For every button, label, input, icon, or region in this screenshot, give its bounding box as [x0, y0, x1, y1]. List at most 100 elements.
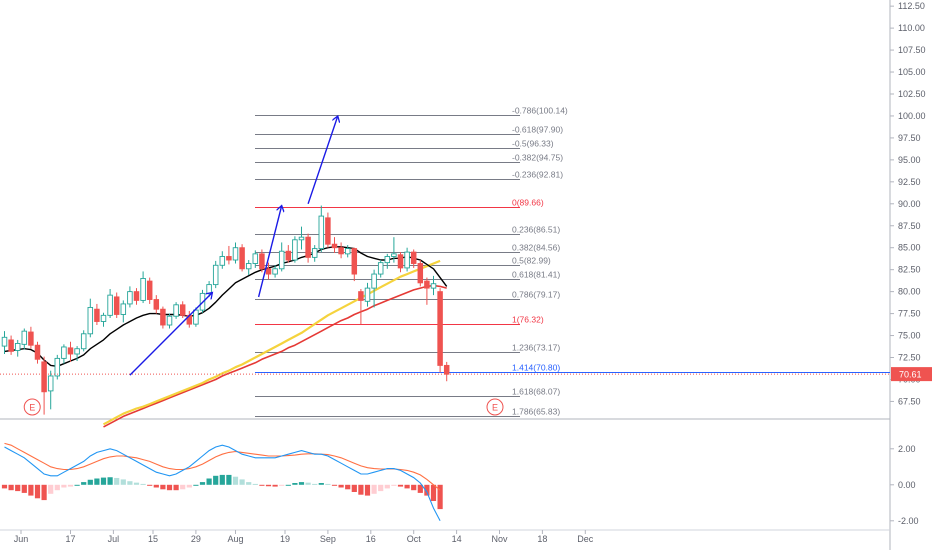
macd-histogram-bar — [371, 484, 377, 494]
fibonacci-extension[interactable]: -0.786(100.14) -0.618(97.90) -0.5(96.33) -0… — [255, 106, 890, 417]
price-tick-label: 80.00 — [898, 287, 921, 297]
candle — [364, 282, 371, 307]
candle — [417, 260, 424, 287]
macd-tick-label: 2.00 — [898, 444, 916, 454]
macd-histogram-bar — [345, 484, 351, 490]
macd-histogram-bar — [160, 484, 166, 490]
candle-body — [41, 361, 47, 393]
candle — [61, 344, 67, 364]
macd-histogram-bar — [411, 484, 417, 491]
candle-body — [146, 280, 153, 300]
price-tick-label: 107.50 — [898, 45, 926, 55]
candle-body — [8, 339, 14, 352]
candle-body — [265, 268, 272, 275]
candle-body — [94, 308, 100, 322]
price-tick-label: 97.50 — [898, 133, 921, 143]
price-tick-label: 87.50 — [898, 221, 921, 231]
macd-histogram-bar — [298, 482, 305, 485]
candle — [212, 260, 219, 289]
last-price-badge[interactable] — [891, 367, 932, 382]
candle-body — [100, 314, 107, 322]
candle — [318, 205, 325, 253]
macd-histogram-bar — [173, 484, 179, 491]
macd-histogram-bar — [8, 484, 14, 491]
macd-histogram-bar — [417, 484, 423, 493]
candle — [28, 326, 34, 349]
macd-histogram-bar — [81, 482, 87, 485]
candle — [100, 312, 107, 327]
candle — [344, 245, 351, 258]
candle-body — [166, 315, 173, 326]
price-tick-label: 85.00 — [898, 243, 921, 253]
macd-histogram-bar — [127, 481, 133, 485]
candle — [21, 328, 28, 350]
candle-body — [160, 308, 166, 326]
candle — [358, 288, 364, 325]
candle-body — [404, 251, 410, 269]
macd-histogram-bar — [41, 484, 47, 501]
fib-level-label: -0.618(97.90) — [512, 125, 563, 135]
candle-body — [14, 343, 21, 351]
candle — [80, 330, 87, 352]
candle — [443, 361, 450, 382]
candle-body — [397, 254, 404, 269]
macd-histogram-bar — [358, 484, 364, 495]
macd-histogram-bar — [199, 482, 206, 485]
candle-body — [54, 357, 61, 377]
candle-body — [153, 299, 160, 310]
candle — [67, 341, 74, 362]
macd-histogram-bar — [292, 483, 298, 485]
candle-body — [127, 291, 133, 305]
moving-averages — [4, 246, 448, 428]
macd-histogram-bar — [94, 478, 100, 485]
forecast-arrow[interactable] — [307, 116, 338, 205]
candle-body — [219, 256, 226, 266]
candle — [153, 295, 160, 314]
earnings-marker[interactable] — [486, 398, 504, 416]
price-tick-label: 95.00 — [898, 155, 921, 165]
candle — [377, 260, 384, 278]
candle-body — [272, 268, 278, 275]
candle — [8, 335, 14, 355]
candle-body — [232, 247, 239, 261]
candle-body — [371, 273, 377, 289]
candle-body — [120, 303, 127, 315]
macd-histogram-bar — [232, 476, 239, 485]
candle — [232, 242, 239, 264]
macd-histogram-bar — [213, 475, 219, 485]
fib-level-label: 1(76.32) — [512, 315, 544, 325]
forecast-arrows[interactable] — [129, 116, 338, 376]
candle-body — [417, 263, 424, 284]
candle — [285, 245, 292, 263]
candle-body — [344, 248, 351, 255]
forecast-arrow[interactable] — [129, 293, 213, 376]
candle — [371, 269, 377, 308]
macd-histogram-bar — [107, 477, 113, 485]
macd-histogram-bar — [1, 484, 8, 489]
macd-histogram-bar — [246, 482, 252, 485]
candle — [239, 244, 245, 272]
candle — [424, 277, 430, 305]
candle-body — [133, 291, 140, 301]
macd-histogram-bar — [180, 484, 186, 490]
macd-histogram-bar — [120, 479, 126, 485]
candle — [54, 354, 61, 380]
time-axis[interactable]: Jun 17 Jul 15 29 Aug 19 Sep 16 Oct 14 Nov 18 Dec — [14, 530, 594, 544]
candle-body — [173, 304, 179, 317]
candle-body — [206, 284, 212, 294]
fib-level-label: 1.786(65.83) — [512, 407, 560, 417]
price-tick-label: 102.50 — [898, 89, 926, 99]
macd-histogram-bar — [404, 484, 410, 489]
candle — [113, 292, 120, 318]
macd-histogram-bar — [265, 484, 272, 487]
earnings-marker[interactable] — [23, 398, 41, 416]
fib-level-label: -0.786(100.14) — [512, 106, 568, 116]
forecast-arrow[interactable] — [257, 206, 282, 298]
macd-histogram-bar — [397, 484, 404, 487]
macd-histogram-bar — [391, 484, 397, 486]
candle — [74, 346, 80, 362]
price-axis[interactable]: 112.50 110.00 107.50 105.00 102.50 100.00 97.5… — [890, 1, 932, 526]
candle — [410, 249, 417, 268]
